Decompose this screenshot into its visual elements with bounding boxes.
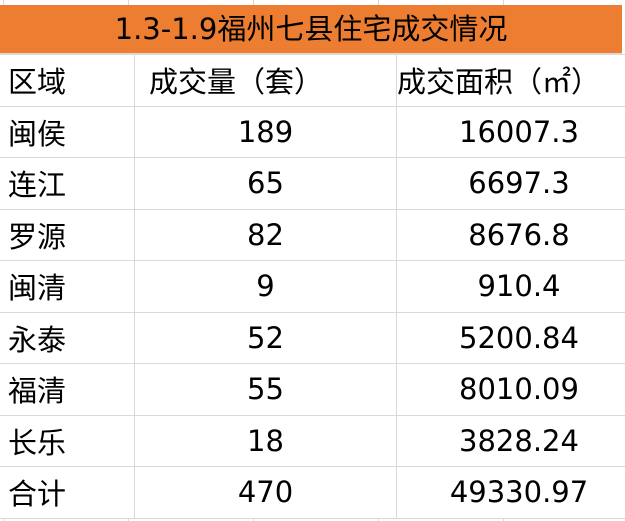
data-table: 区域 成交量（套） 成交面积（㎡） 闽侯 189 16007.3 连江 65 6697.3… xyxy=(0,54,625,519)
cell-count[interactable]: 52 xyxy=(134,311,397,364)
cell-area[interactable]: 3828.24 xyxy=(396,414,625,467)
table-row: 长乐 18 3828.24 xyxy=(0,414,625,467)
cell-region[interactable]: 闽清 xyxy=(0,260,135,313)
cell-area[interactable]: 5200.84 xyxy=(396,311,625,364)
cell-count[interactable]: 189 xyxy=(134,105,397,158)
cell-area[interactable]: 16007.3 xyxy=(396,105,625,158)
cell-region[interactable]: 永泰 xyxy=(0,311,135,364)
cell-count[interactable]: 65 xyxy=(134,157,397,210)
cell-count[interactable]: 55 xyxy=(134,363,397,416)
cell-area[interactable]: 8010.09 xyxy=(396,363,625,416)
cell-region[interactable]: 连江 xyxy=(0,157,135,210)
column-header-region[interactable]: 区域 xyxy=(0,54,135,107)
table-row: 永泰 52 5200.84 xyxy=(0,311,625,364)
cell-region[interactable]: 罗源 xyxy=(0,208,135,261)
cell-count[interactable]: 82 xyxy=(134,208,397,261)
table-row: 合计 470 49330.97 xyxy=(0,466,625,519)
column-header-count[interactable]: 成交量（套） xyxy=(134,54,397,107)
cell-area[interactable]: 910.4 xyxy=(396,260,625,313)
table-row: 福清 55 8010.09 xyxy=(0,363,625,416)
table-title[interactable]: 1.3-1.9福州七县住宅成交情况 xyxy=(0,5,622,54)
cell-count[interactable]: 18 xyxy=(134,414,397,467)
cell-area[interactable]: 8676.8 xyxy=(396,208,625,261)
cell-count[interactable]: 9 xyxy=(134,260,397,313)
table-row: 闽侯 189 16007.3 xyxy=(0,105,625,158)
header-row: 区域 成交量（套） 成交面积（㎡） xyxy=(0,54,625,107)
table-row: 闽清 9 910.4 xyxy=(0,260,625,313)
cell-region[interactable]: 长乐 xyxy=(0,414,135,467)
cell-region[interactable]: 福清 xyxy=(0,363,135,416)
column-header-area[interactable]: 成交面积（㎡） xyxy=(396,54,625,107)
cell-count[interactable]: 470 xyxy=(134,466,397,519)
table-row: 罗源 82 8676.8 xyxy=(0,208,625,261)
cell-area[interactable]: 49330.97 xyxy=(396,466,625,519)
cell-area[interactable]: 6697.3 xyxy=(396,157,625,210)
cell-region[interactable]: 闽侯 xyxy=(0,105,135,158)
cell-region[interactable]: 合计 xyxy=(0,466,135,519)
table-row: 连江 65 6697.3 xyxy=(0,157,625,210)
